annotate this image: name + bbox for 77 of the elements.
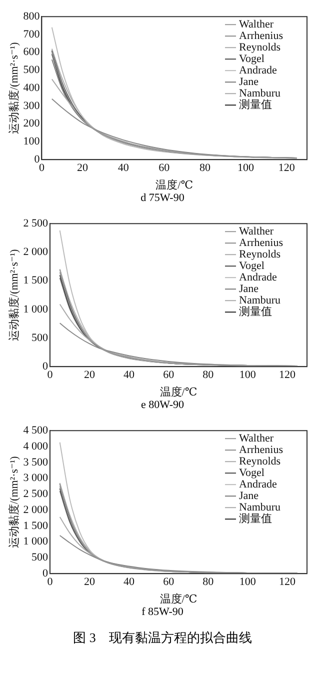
x-tick-label: 80: [202, 576, 214, 588]
y-tick-label: 400: [23, 82, 40, 94]
legend-label: Arrhenius: [239, 236, 284, 249]
y-tick-label: 500: [23, 64, 40, 76]
y-tick-label: 600: [23, 46, 40, 58]
x-axis-title: 温度/℃: [156, 178, 194, 192]
legend-label: Walther: [239, 225, 274, 238]
y-tick-label: 500: [31, 552, 48, 564]
legend-label: Namburu: [239, 294, 282, 306]
x-tick-label: 60: [163, 369, 175, 382]
legend-label: Reynolds: [239, 41, 281, 54]
y-tick-label: 0: [42, 567, 48, 580]
legend-label: Jane: [239, 76, 259, 88]
text: e 80W-90: [140, 399, 186, 412]
legend-label: Namburu: [239, 87, 282, 100]
y-tick-label: 3 500: [23, 456, 48, 468]
legend-label: Andrade: [239, 478, 277, 490]
y-tick-label: 4 000: [23, 440, 48, 452]
caption: 图 3 现有黏温方程的拟合曲线: [72, 629, 253, 647]
legend-label: Arrhenius: [239, 444, 284, 456]
y-tick-label: 3 000: [23, 472, 48, 484]
y-tick-label: 2 000: [23, 504, 48, 516]
y-tick-label: 300: [23, 100, 40, 112]
legend-label: 测量值: [239, 512, 272, 525]
legend-label: Walther: [239, 432, 274, 444]
x-tick-label: 120: [278, 162, 296, 174]
y-tick-label: 100: [23, 136, 40, 148]
y-tick-label: 0: [34, 153, 40, 166]
legend-label: Arrhenius: [239, 30, 284, 42]
x-tick-label: 100: [239, 369, 256, 382]
x-tick-label: 40: [124, 576, 136, 588]
legend-label: Vogel: [239, 260, 264, 272]
x-axis-title: 温度/℃: [160, 385, 198, 398]
x-tick-label: 120: [278, 576, 296, 588]
y-tick-label: 2 500: [23, 488, 48, 500]
legend-label: Jane: [239, 490, 259, 502]
x-tick-label: 40: [124, 369, 136, 382]
y-tick-label: 1 500: [23, 274, 48, 287]
y-tick-label: 2 000: [23, 246, 48, 258]
y-tick-label: 200: [23, 118, 40, 130]
legend-label: Vogel: [239, 52, 264, 65]
y-tick-label: 1 500: [23, 520, 48, 532]
x-tick-label: 60: [158, 162, 170, 174]
y-tick-label: 1 000: [23, 303, 48, 316]
legend-label: Namburu: [239, 501, 282, 514]
x-tick-label: 20: [77, 162, 89, 174]
y-axis-title: 运动黏度/(mm²·s⁻¹): [7, 248, 20, 342]
y-tick-label: 4 500: [23, 424, 48, 436]
y-axis-title: 运动黏度/(mm²·s⁻¹): [7, 456, 20, 548]
legend-label: Walther: [239, 18, 274, 30]
text: d 75W-90: [140, 192, 186, 205]
y-axis-title: 运动黏度/(mm²·s⁻¹): [7, 42, 20, 134]
y-tick-label: 500: [31, 332, 48, 344]
legend-label: 测量值: [239, 98, 272, 111]
y-tick-label: 2 500: [23, 217, 48, 230]
x-tick-label: 100: [238, 162, 255, 174]
y-tick-label: 0: [42, 360, 48, 372]
x-tick-label: 120: [278, 369, 296, 382]
x-tick-label: 20: [84, 576, 96, 588]
x-tick-label: 100: [239, 576, 256, 588]
legend-label: Andrade: [239, 271, 277, 284]
y-tick-label: 1 000: [23, 536, 48, 548]
legend-label: 测量值: [239, 306, 272, 318]
x-tick-label: 20: [84, 369, 96, 382]
legend-label: Jane: [239, 282, 259, 295]
text: f 85W-90: [140, 606, 184, 619]
y-tick-label: 700: [23, 28, 40, 40]
x-axis-title: 温度/℃: [160, 592, 198, 606]
x-tick-label: 80: [202, 369, 214, 382]
legend-label: Andrade: [239, 64, 277, 76]
legend-label: Reynolds: [239, 248, 281, 260]
x-tick-label: 40: [118, 162, 130, 174]
y-tick-label: 800: [23, 10, 40, 22]
legend-label: Reynolds: [239, 455, 281, 468]
legend-label: Vogel: [239, 466, 264, 479]
x-tick-label: 80: [199, 162, 211, 174]
x-tick-label: 60: [163, 576, 175, 588]
